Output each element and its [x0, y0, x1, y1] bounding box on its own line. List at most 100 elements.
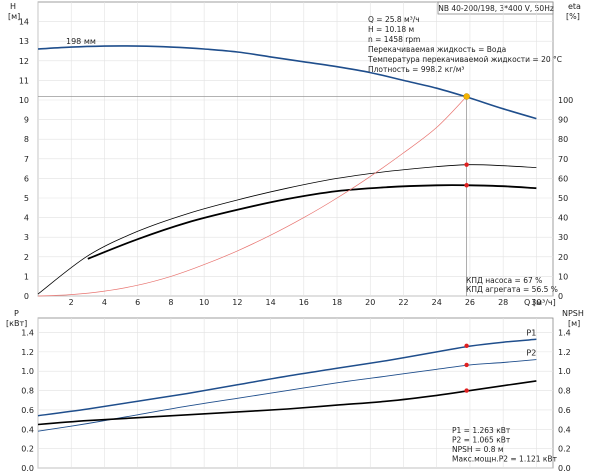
- x-tick-label: 30: [531, 298, 541, 307]
- bottom-y-right-tick: 1.2: [558, 348, 571, 357]
- y-right-tick-label: 10: [558, 272, 568, 281]
- y-left-tick-label: 14: [19, 18, 29, 27]
- bottom-y-right-tick: 0.4: [558, 425, 571, 434]
- efficiency-marker: [464, 183, 469, 188]
- head-efficiency-chart: NB 40-200/198, 3*400 V, 50Hz H [м] eta […: [8, 1, 581, 307]
- y-right-tick-label: 70: [558, 155, 568, 164]
- efficiency-note: КПД насоса = 67 %: [466, 276, 542, 285]
- y-left-tick-label: 10: [19, 96, 29, 105]
- y-right-tick-label: 40: [558, 214, 568, 223]
- y-right-tick-label: 90: [558, 116, 568, 125]
- bottom-series-line: [37, 380, 537, 426]
- x-tick-label: 16: [299, 298, 309, 307]
- bottom-left-axis-unit: [кВт]: [6, 319, 27, 328]
- y-left-tick-label: 7: [24, 155, 29, 164]
- bottom-left-axis-name: P: [14, 309, 19, 318]
- top-series-line: [87, 184, 537, 260]
- x-tick-label: 18: [332, 298, 342, 307]
- y-left-tick-label: 13: [19, 37, 29, 46]
- bottom-ticks: 0.0 0.2 0.4 0.6 0.8 1.0 1.2 1.4 0.0 0.2 0.4 0.6 0.8 1…: [21, 329, 570, 473]
- x-tick-label: 24: [432, 298, 442, 307]
- bottom-grid: [37, 318, 553, 469]
- duty-info-line: Плотность = 998.2 кг/м³: [368, 65, 464, 74]
- y-left-tick-label: 0: [24, 292, 29, 301]
- bottom-y-left-tick: 1.2: [21, 348, 34, 357]
- bottom-y-right-tick: 0.2: [558, 445, 571, 454]
- x-tick-label: 22: [398, 298, 408, 307]
- x-tick-label: 6: [135, 298, 140, 307]
- bottom-series-line: [37, 359, 537, 432]
- x-tick-label: 14: [265, 298, 275, 307]
- y-left-tick-label: 12: [19, 57, 29, 66]
- x-tick-label: 4: [102, 298, 107, 307]
- y-right-tick-label: 100: [558, 96, 573, 105]
- left-axis-unit: [м]: [8, 12, 20, 21]
- top-info-block: Q = 25.8 м³/чH = 10.18 мn = 1458 rpmПере…: [367, 15, 562, 74]
- bottom-y-left-tick: 0.2: [21, 445, 34, 454]
- power-info-line: P1 = 1.263 кВт: [452, 426, 511, 435]
- power-npsh-chart: P [кВт] NPSH [м] 0.0 0.2 0.4 0.6 0.8 1.0 1.2 1.…: [6, 309, 584, 473]
- x-tick-label: 8: [168, 298, 173, 307]
- top-series-line: [37, 45, 537, 120]
- y-left-tick-label: 5: [24, 194, 29, 203]
- top-series-line: [37, 164, 537, 295]
- y-right-tick-label: 50: [558, 194, 568, 203]
- y-right-tick-label: 0: [558, 292, 563, 301]
- top-series-line: [37, 96, 467, 297]
- x-tick-label: 20: [365, 298, 375, 307]
- y-left-tick-label: 6: [24, 174, 29, 183]
- bottom-y-right-tick: 0.8: [558, 387, 571, 396]
- y-left-tick-label: 3: [24, 233, 29, 242]
- y-left-tick-label: 4: [24, 214, 29, 223]
- y-left-tick-label: 8: [24, 135, 29, 144]
- power-marker: [464, 388, 469, 393]
- power-marker: [464, 343, 469, 348]
- power-info-line: NPSH = 0.8 м: [452, 445, 504, 454]
- duty-info-line: H = 10.18 м: [368, 25, 414, 34]
- bottom-y-left-tick: 0.0: [21, 464, 34, 473]
- x-tick-label: 10: [199, 298, 209, 307]
- bottom-y-left-tick: 0.8: [21, 387, 34, 396]
- bottom-y-left-tick: 0.4: [21, 425, 34, 434]
- bottom-y-right-tick: 1.0: [558, 367, 571, 376]
- top-series: 198 мм: [37, 37, 537, 297]
- x-axis-label: Q [м³/ч]: [524, 298, 556, 307]
- duty-info-line: n = 1458 rpm: [368, 35, 420, 44]
- power-marker: [464, 362, 469, 368]
- bottom-right-axis-unit: [м]: [568, 319, 580, 328]
- right-axis-name: eta: [568, 2, 581, 11]
- y-right-tick-label: 30: [558, 233, 568, 242]
- series-name-label: P2: [526, 349, 536, 358]
- y-right-tick-label: 80: [558, 135, 568, 144]
- efficiency-notes: КПД насоса = 67 %КПД агрегата = 56.5 %: [466, 276, 558, 294]
- curve-name-label: 198 мм: [66, 37, 96, 46]
- power-info-line: Макс.мощн.P2 = 1.121 кВт: [452, 455, 558, 464]
- x-tick-label: 2: [69, 298, 74, 307]
- bottom-y-right-tick: 0.6: [558, 406, 571, 415]
- bottom-y-right-tick: 1.4: [558, 329, 571, 338]
- y-left-tick-label: 11: [19, 76, 29, 85]
- bottom-y-right-tick: 0.0: [558, 464, 571, 473]
- chart-title-box: [437, 1, 554, 15]
- efficiency-marker: [464, 162, 469, 167]
- y-left-tick-label: 2: [24, 253, 29, 262]
- bottom-series: P1 P2: [37, 328, 537, 432]
- series-name-label: P1: [526, 328, 536, 337]
- right-axis-unit: [%]: [566, 12, 580, 21]
- duty-point-marker: [463, 93, 470, 100]
- bottom-y-left-tick: 1.0: [21, 367, 34, 376]
- duty-info-line: Перекачиваемая жидкость = Вода: [368, 45, 506, 54]
- top-ticks: 2 4 6 8 10 12 14 16 18 20 22 24 26 28 3001234567891011…: [19, 18, 573, 307]
- chart-title: NB 40-200/198, 3*400 V, 50Hz: [438, 4, 554, 13]
- bottom-y-left-tick: 1.4: [21, 329, 34, 338]
- efficiency-note: КПД агрегата = 56.5 %: [466, 285, 558, 294]
- x-tick-label: 26: [465, 298, 475, 307]
- bottom-right-axis-name: NPSH: [562, 309, 584, 318]
- left-axis-name: H: [10, 2, 16, 11]
- duty-info-line: Температура перекачиваемой жидкости = 20…: [367, 55, 562, 64]
- y-left-tick-label: 9: [24, 116, 29, 125]
- x-tick-label: 28: [498, 298, 508, 307]
- bottom-y-left-tick: 0.6: [21, 406, 34, 415]
